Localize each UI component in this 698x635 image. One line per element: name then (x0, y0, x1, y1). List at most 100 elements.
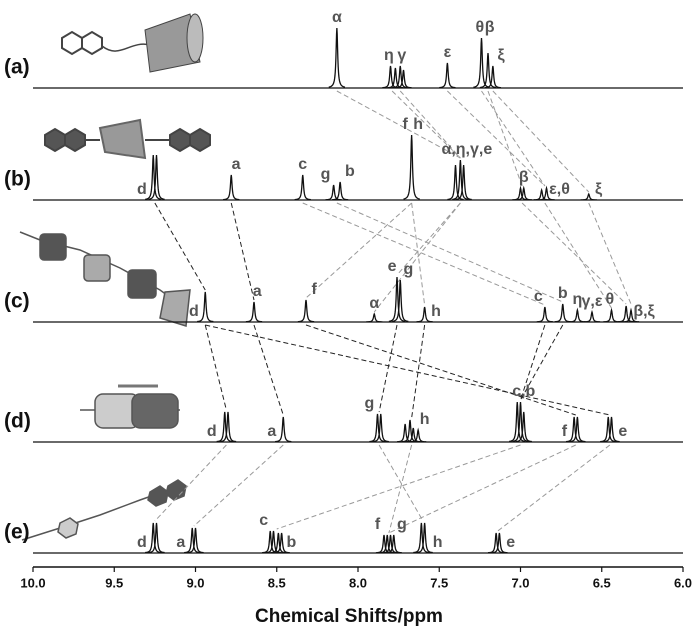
peak (245, 301, 263, 323)
peak (297, 299, 315, 323)
correlation-line (481, 90, 546, 187)
peak-label: d (137, 181, 147, 198)
peak (387, 67, 404, 89)
peak (331, 181, 349, 201)
peak-label: e (506, 534, 515, 551)
peak-label: a (267, 423, 276, 440)
peak (536, 306, 554, 323)
peak (479, 52, 497, 89)
peak-label: α (332, 9, 342, 26)
peak (145, 522, 162, 554)
peak (622, 307, 640, 323)
peak (473, 37, 490, 88)
x-tick-label: 8.0 (349, 575, 367, 590)
icon-a (61, 13, 204, 73)
correlation-line (204, 324, 227, 411)
peak (554, 303, 571, 323)
peak (184, 527, 201, 554)
peak (512, 185, 529, 201)
correlation-line (193, 444, 284, 527)
peak-label: γ (397, 47, 406, 64)
correlation-line (154, 202, 206, 291)
peak-label: g (397, 516, 407, 533)
peak (405, 427, 422, 443)
peak-label: β (519, 169, 529, 186)
correlation-line (487, 90, 523, 187)
correlation-line (154, 444, 227, 522)
x-tick-label: 6.5 (593, 575, 611, 590)
peak-label: c,b (512, 383, 535, 400)
peak-label: γ,ε (582, 293, 603, 310)
peak (369, 413, 386, 443)
peak (197, 291, 214, 323)
correlation-line (399, 90, 461, 159)
correlation-line (521, 202, 627, 305)
icon-c (19, 231, 191, 327)
peak (600, 416, 617, 443)
correlation-line (230, 202, 255, 301)
peak-label: g (403, 261, 413, 278)
peak (515, 411, 532, 443)
x-tick-label: 7.0 (511, 575, 529, 590)
peak-label: c (298, 156, 307, 173)
panel-label: (b) (4, 168, 31, 191)
peak (491, 532, 508, 554)
peak (379, 534, 396, 554)
peak-label: c (534, 288, 543, 305)
peak (265, 530, 282, 554)
peak-label: θ (606, 291, 615, 308)
peak-label: α,η,γ,e (442, 141, 493, 158)
correlation-line (302, 202, 546, 306)
peak (392, 65, 409, 89)
correlation-line (520, 324, 546, 401)
peak (533, 187, 550, 201)
peak (325, 184, 342, 201)
correlation-line (388, 444, 576, 534)
peak (447, 164, 464, 201)
peak-label: f (311, 281, 317, 298)
correlation-line (378, 444, 424, 522)
panel-label: (a) (4, 56, 30, 79)
x-tick-label: 9.0 (186, 575, 204, 590)
peak-label: g (364, 395, 374, 412)
peak (416, 306, 433, 323)
peak (487, 532, 505, 554)
peak (515, 185, 532, 201)
peak (538, 185, 555, 201)
x-tick-label: 7.5 (430, 575, 448, 590)
peak (388, 276, 406, 323)
panel-label: (e) (4, 521, 30, 544)
peak-label: α (369, 295, 379, 312)
peak-label: θ (476, 19, 485, 36)
correlation-line (378, 324, 398, 413)
correlation-line (388, 444, 413, 534)
x-tick-label: 10.0 (20, 575, 45, 590)
peak-label: a (253, 283, 262, 300)
icon-d (80, 384, 180, 429)
peak-label: d (207, 423, 217, 440)
peak (223, 174, 240, 201)
correlation-line (373, 202, 461, 313)
peak-label: η (572, 291, 582, 308)
peak-label: ε,θ (549, 181, 570, 198)
peak (509, 401, 526, 443)
peak (416, 522, 433, 554)
peak-label: c (259, 512, 268, 529)
peak (148, 154, 165, 201)
peak (148, 522, 165, 554)
peak-label: d (137, 534, 147, 551)
x-axis-title: Chemical Shifts/ppm (255, 606, 443, 627)
peak (455, 164, 472, 201)
correlation-line (447, 90, 546, 187)
peak (273, 532, 290, 554)
peak-label: h (413, 116, 423, 133)
correlation-line (588, 202, 632, 305)
icon-b (44, 118, 211, 160)
peak-label: ξ (595, 181, 603, 198)
x-tick-label: 8.5 (268, 575, 286, 590)
correlation-line (205, 324, 610, 416)
x-tick-label: 9.5 (105, 575, 123, 590)
peak (439, 62, 456, 89)
